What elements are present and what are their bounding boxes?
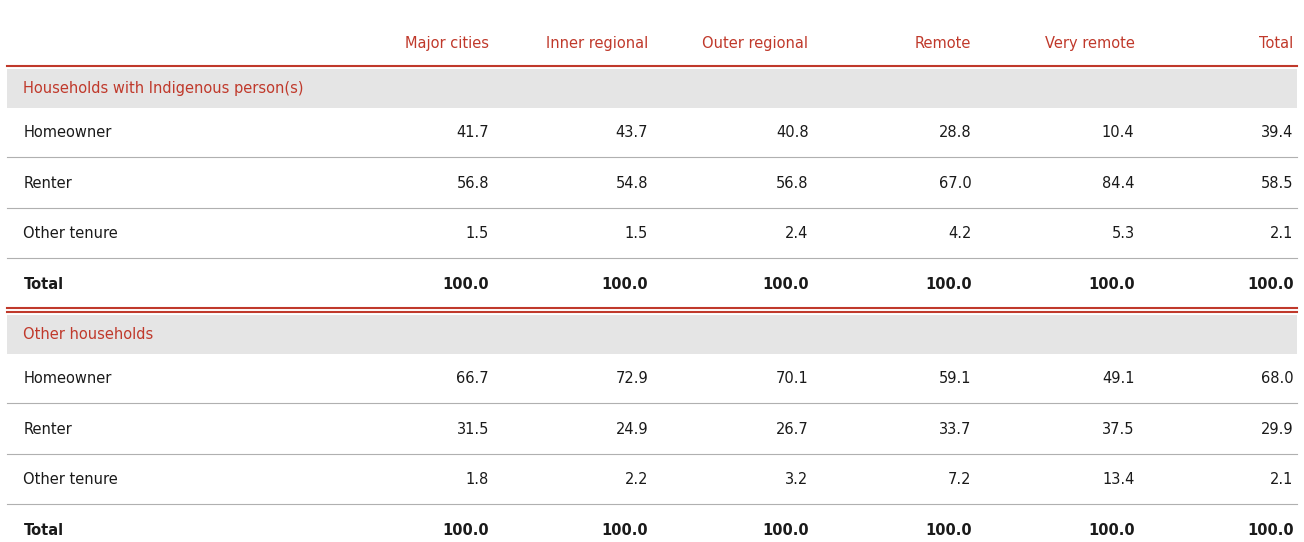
- Text: 70.1: 70.1: [776, 371, 808, 386]
- Text: 68.0: 68.0: [1261, 371, 1294, 386]
- Text: 5.3: 5.3: [1111, 226, 1134, 241]
- Text: Renter: Renter: [23, 176, 72, 191]
- Text: 54.8: 54.8: [615, 176, 648, 191]
- Text: 67.0: 67.0: [939, 176, 971, 191]
- Text: 29.9: 29.9: [1261, 422, 1294, 437]
- Bar: [7, 315, 1297, 354]
- Bar: [7, 108, 1297, 157]
- Text: 84.4: 84.4: [1102, 176, 1134, 191]
- Text: Other tenure: Other tenure: [23, 226, 119, 241]
- Text: 100.0: 100.0: [762, 276, 808, 292]
- Text: Very remote: Very remote: [1045, 36, 1134, 51]
- Bar: [7, 260, 1297, 308]
- Bar: [7, 22, 1297, 66]
- Text: 100.0: 100.0: [925, 522, 971, 538]
- Text: 33.7: 33.7: [939, 422, 971, 437]
- Bar: [7, 455, 1297, 504]
- Text: 3.2: 3.2: [785, 472, 808, 487]
- Text: 100.0: 100.0: [442, 522, 489, 538]
- Text: Households with Indigenous person(s): Households with Indigenous person(s): [23, 81, 304, 96]
- Bar: [7, 506, 1297, 542]
- Text: 37.5: 37.5: [1102, 422, 1134, 437]
- Text: 13.4: 13.4: [1102, 472, 1134, 487]
- Text: 100.0: 100.0: [601, 522, 648, 538]
- Text: Homeowner: Homeowner: [23, 125, 112, 140]
- Text: Major cities: Major cities: [406, 36, 489, 51]
- Text: 28.8: 28.8: [939, 125, 971, 140]
- Text: 100.0: 100.0: [442, 276, 489, 292]
- Text: Total: Total: [1260, 36, 1294, 51]
- Text: 2.1: 2.1: [1270, 226, 1294, 241]
- Text: 4.2: 4.2: [948, 226, 971, 241]
- Text: 1.5: 1.5: [466, 226, 489, 241]
- Text: Remote: Remote: [915, 36, 971, 51]
- Text: 100.0: 100.0: [1088, 522, 1134, 538]
- Bar: [7, 159, 1297, 208]
- Text: 1.8: 1.8: [466, 472, 489, 487]
- Text: 39.4: 39.4: [1261, 125, 1294, 140]
- Text: 26.7: 26.7: [776, 422, 808, 437]
- Text: 24.9: 24.9: [615, 422, 648, 437]
- Bar: [7, 354, 1297, 403]
- Text: 1.5: 1.5: [625, 226, 648, 241]
- Text: 100.0: 100.0: [1247, 276, 1294, 292]
- Text: 40.8: 40.8: [776, 125, 808, 140]
- Text: 43.7: 43.7: [615, 125, 648, 140]
- Text: Other tenure: Other tenure: [23, 472, 119, 487]
- Bar: [7, 69, 1297, 108]
- Text: Other households: Other households: [23, 327, 154, 343]
- Text: 72.9: 72.9: [615, 371, 648, 386]
- Text: 56.8: 56.8: [456, 176, 489, 191]
- Text: 2.2: 2.2: [625, 472, 648, 487]
- Text: 66.7: 66.7: [456, 371, 489, 386]
- Bar: [7, 209, 1297, 258]
- Text: 2.4: 2.4: [785, 226, 808, 241]
- Text: 100.0: 100.0: [1088, 276, 1134, 292]
- Text: Renter: Renter: [23, 422, 72, 437]
- Text: 56.8: 56.8: [776, 176, 808, 191]
- Text: Inner regional: Inner regional: [546, 36, 648, 51]
- Text: 7.2: 7.2: [948, 472, 971, 487]
- Text: 31.5: 31.5: [456, 422, 489, 437]
- Text: 100.0: 100.0: [1247, 522, 1294, 538]
- Text: Outer regional: Outer regional: [703, 36, 808, 51]
- Text: 100.0: 100.0: [601, 276, 648, 292]
- Text: 49.1: 49.1: [1102, 371, 1134, 386]
- Text: 100.0: 100.0: [762, 522, 808, 538]
- Bar: [7, 405, 1297, 454]
- Text: Total: Total: [23, 522, 64, 538]
- Text: 100.0: 100.0: [925, 276, 971, 292]
- Text: Homeowner: Homeowner: [23, 371, 112, 386]
- Text: 41.7: 41.7: [456, 125, 489, 140]
- Text: 58.5: 58.5: [1261, 176, 1294, 191]
- Text: 2.1: 2.1: [1270, 472, 1294, 487]
- Text: 10.4: 10.4: [1102, 125, 1134, 140]
- Text: 59.1: 59.1: [939, 371, 971, 386]
- Text: Total: Total: [23, 276, 64, 292]
